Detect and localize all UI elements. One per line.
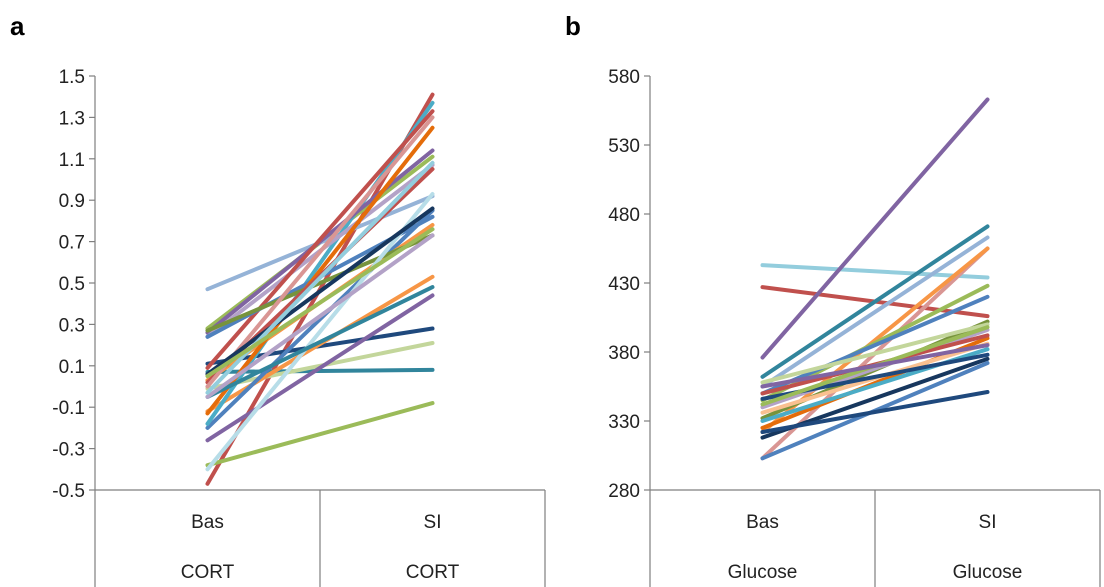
- panel-label: b: [565, 11, 581, 41]
- x-group-label: CORT: [181, 562, 235, 583]
- series-line-23: [205, 206, 435, 377]
- x-category-label: SI: [979, 512, 997, 533]
- series-line-3: [760, 224, 990, 379]
- series-line-11: [760, 327, 990, 410]
- y-tick-label: 0.7: [59, 233, 85, 254]
- series-line-18: [205, 192, 435, 472]
- series-line-21: [760, 343, 990, 389]
- x-category-label: Bas: [746, 512, 779, 533]
- series-line-17: [205, 125, 435, 416]
- y-tick-label: 280: [608, 481, 640, 502]
- series-line-21: [205, 115, 435, 389]
- y-tick-label: 1.3: [59, 108, 85, 129]
- x-category-label: SI: [424, 512, 442, 533]
- chart-panel-a: a -0.5 -0.3 -0.1 0.1 0.3 0.5 0.7 0.9 1.1 1.3 1.5 Bas…: [10, 11, 546, 587]
- series-line-10: [760, 322, 990, 385]
- y-tick-label: -0.1: [52, 398, 85, 419]
- x-group-label: Glucose: [953, 562, 1023, 583]
- series-line-22: [205, 233, 435, 399]
- series-line-7: [205, 293, 435, 443]
- panel-label: a: [10, 11, 25, 41]
- y-tick-label: -0.5: [52, 481, 85, 502]
- series-line-9: [205, 208, 435, 430]
- x-group-label: CORT: [406, 562, 460, 583]
- chart-panel-b: b 280 330 380 430 480 530 580 Bas Glucose SI Glucos…: [565, 11, 1101, 587]
- series-line-20: [205, 285, 435, 399]
- y-tick-label: 330: [608, 412, 640, 433]
- y-tick-label: 430: [608, 274, 640, 295]
- series-line-25: [205, 227, 435, 379]
- y-tick-label: 380: [608, 343, 640, 364]
- series-line-4: [760, 235, 990, 389]
- y-tick-label: 1.5: [59, 67, 85, 88]
- series-line-8: [760, 294, 990, 396]
- series-line-6: [205, 401, 435, 468]
- y-tick-label: 530: [608, 136, 640, 157]
- y-tick-label: -0.3: [52, 440, 85, 461]
- y-tick-label: 0.9: [59, 191, 85, 212]
- y-tick-label: 0.1: [59, 357, 85, 378]
- y-tick-label: 580: [608, 67, 640, 88]
- x-group-label: Glucose: [728, 562, 798, 583]
- series-line-2: [760, 97, 990, 360]
- series-line-24: [205, 160, 435, 395]
- series-line-18: [760, 390, 990, 434]
- y-tick-label: 0.5: [59, 274, 85, 295]
- series-line-14: [205, 109, 435, 370]
- y-tick-label: 0.3: [59, 315, 85, 336]
- series-line-0: [760, 263, 990, 280]
- y-tick-label: 1.1: [59, 150, 85, 171]
- series-line-16: [205, 233, 435, 333]
- x-category-label: Bas: [191, 512, 224, 533]
- y-tick-label: 480: [608, 205, 640, 226]
